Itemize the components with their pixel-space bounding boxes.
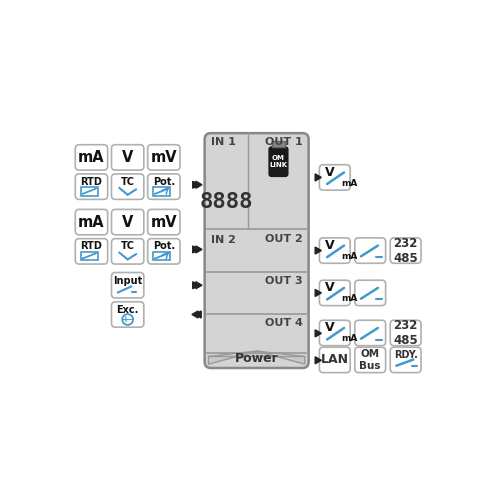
FancyBboxPatch shape	[112, 238, 144, 264]
FancyBboxPatch shape	[76, 210, 108, 235]
FancyBboxPatch shape	[272, 141, 284, 147]
FancyBboxPatch shape	[320, 280, 350, 305]
Polygon shape	[315, 330, 322, 337]
FancyBboxPatch shape	[355, 238, 386, 264]
Text: OM
LINK: OM LINK	[270, 155, 287, 168]
Text: LAN: LAN	[321, 354, 349, 366]
Text: RTD: RTD	[80, 242, 102, 252]
Text: mA: mA	[342, 334, 358, 343]
Text: −: −	[126, 316, 135, 326]
FancyBboxPatch shape	[112, 174, 144, 200]
Text: mA: mA	[342, 178, 358, 188]
Polygon shape	[192, 246, 199, 253]
Polygon shape	[315, 247, 322, 254]
Polygon shape	[196, 246, 202, 253]
Text: V: V	[325, 322, 334, 334]
Polygon shape	[315, 174, 322, 181]
Text: Pot.: Pot.	[153, 242, 175, 252]
FancyBboxPatch shape	[112, 210, 144, 235]
FancyBboxPatch shape	[148, 238, 180, 264]
Text: TC: TC	[120, 242, 134, 252]
FancyBboxPatch shape	[76, 238, 108, 264]
Text: IN 1: IN 1	[211, 138, 236, 147]
Polygon shape	[195, 311, 201, 318]
Text: V: V	[325, 166, 334, 179]
Text: OUT 2: OUT 2	[264, 234, 302, 243]
Text: TC: TC	[120, 176, 134, 186]
Polygon shape	[196, 181, 202, 188]
Text: OUT 1: OUT 1	[264, 138, 302, 147]
Polygon shape	[192, 282, 199, 288]
Polygon shape	[192, 181, 199, 188]
FancyBboxPatch shape	[320, 238, 350, 264]
FancyBboxPatch shape	[76, 144, 108, 170]
FancyBboxPatch shape	[269, 147, 287, 176]
Text: mA: mA	[342, 252, 358, 261]
Text: mV: mV	[150, 150, 177, 165]
Text: IN 2: IN 2	[211, 235, 236, 245]
FancyBboxPatch shape	[355, 347, 386, 372]
Text: 232
485: 232 485	[394, 236, 418, 264]
Text: OUT 4: OUT 4	[264, 318, 302, 328]
FancyBboxPatch shape	[355, 320, 386, 345]
FancyBboxPatch shape	[204, 133, 308, 368]
FancyBboxPatch shape	[148, 174, 180, 200]
Text: mA: mA	[78, 214, 105, 230]
Polygon shape	[196, 282, 202, 288]
Polygon shape	[208, 351, 305, 364]
Text: Pot.: Pot.	[153, 176, 175, 186]
Text: mV: mV	[150, 214, 177, 230]
FancyBboxPatch shape	[390, 320, 421, 345]
FancyBboxPatch shape	[355, 280, 386, 305]
Text: 232
485: 232 485	[394, 319, 418, 347]
FancyBboxPatch shape	[320, 164, 350, 190]
Text: 8888: 8888	[200, 192, 253, 212]
Text: Power: Power	[235, 352, 279, 366]
Polygon shape	[192, 311, 198, 318]
Polygon shape	[315, 357, 322, 364]
Text: V: V	[122, 214, 134, 230]
Text: OUT 3: OUT 3	[265, 276, 302, 286]
FancyBboxPatch shape	[148, 144, 180, 170]
FancyBboxPatch shape	[112, 144, 144, 170]
FancyBboxPatch shape	[148, 210, 180, 235]
FancyBboxPatch shape	[320, 347, 350, 372]
Text: V: V	[122, 150, 134, 165]
FancyBboxPatch shape	[390, 347, 421, 372]
Text: V: V	[325, 239, 334, 252]
Text: RDY.: RDY.	[394, 350, 417, 360]
Text: V: V	[325, 282, 334, 294]
FancyBboxPatch shape	[112, 302, 144, 327]
Text: Input: Input	[113, 276, 142, 286]
FancyBboxPatch shape	[112, 272, 144, 298]
Text: OM
Bus: OM Bus	[360, 349, 381, 370]
FancyBboxPatch shape	[320, 320, 350, 345]
FancyBboxPatch shape	[76, 174, 108, 200]
Polygon shape	[315, 290, 322, 296]
Text: Exc.: Exc.	[116, 305, 139, 316]
FancyBboxPatch shape	[390, 238, 421, 264]
Text: RTD: RTD	[80, 176, 102, 186]
Text: mA: mA	[78, 150, 105, 165]
Text: mA: mA	[342, 294, 358, 303]
Text: +: +	[122, 315, 129, 324]
